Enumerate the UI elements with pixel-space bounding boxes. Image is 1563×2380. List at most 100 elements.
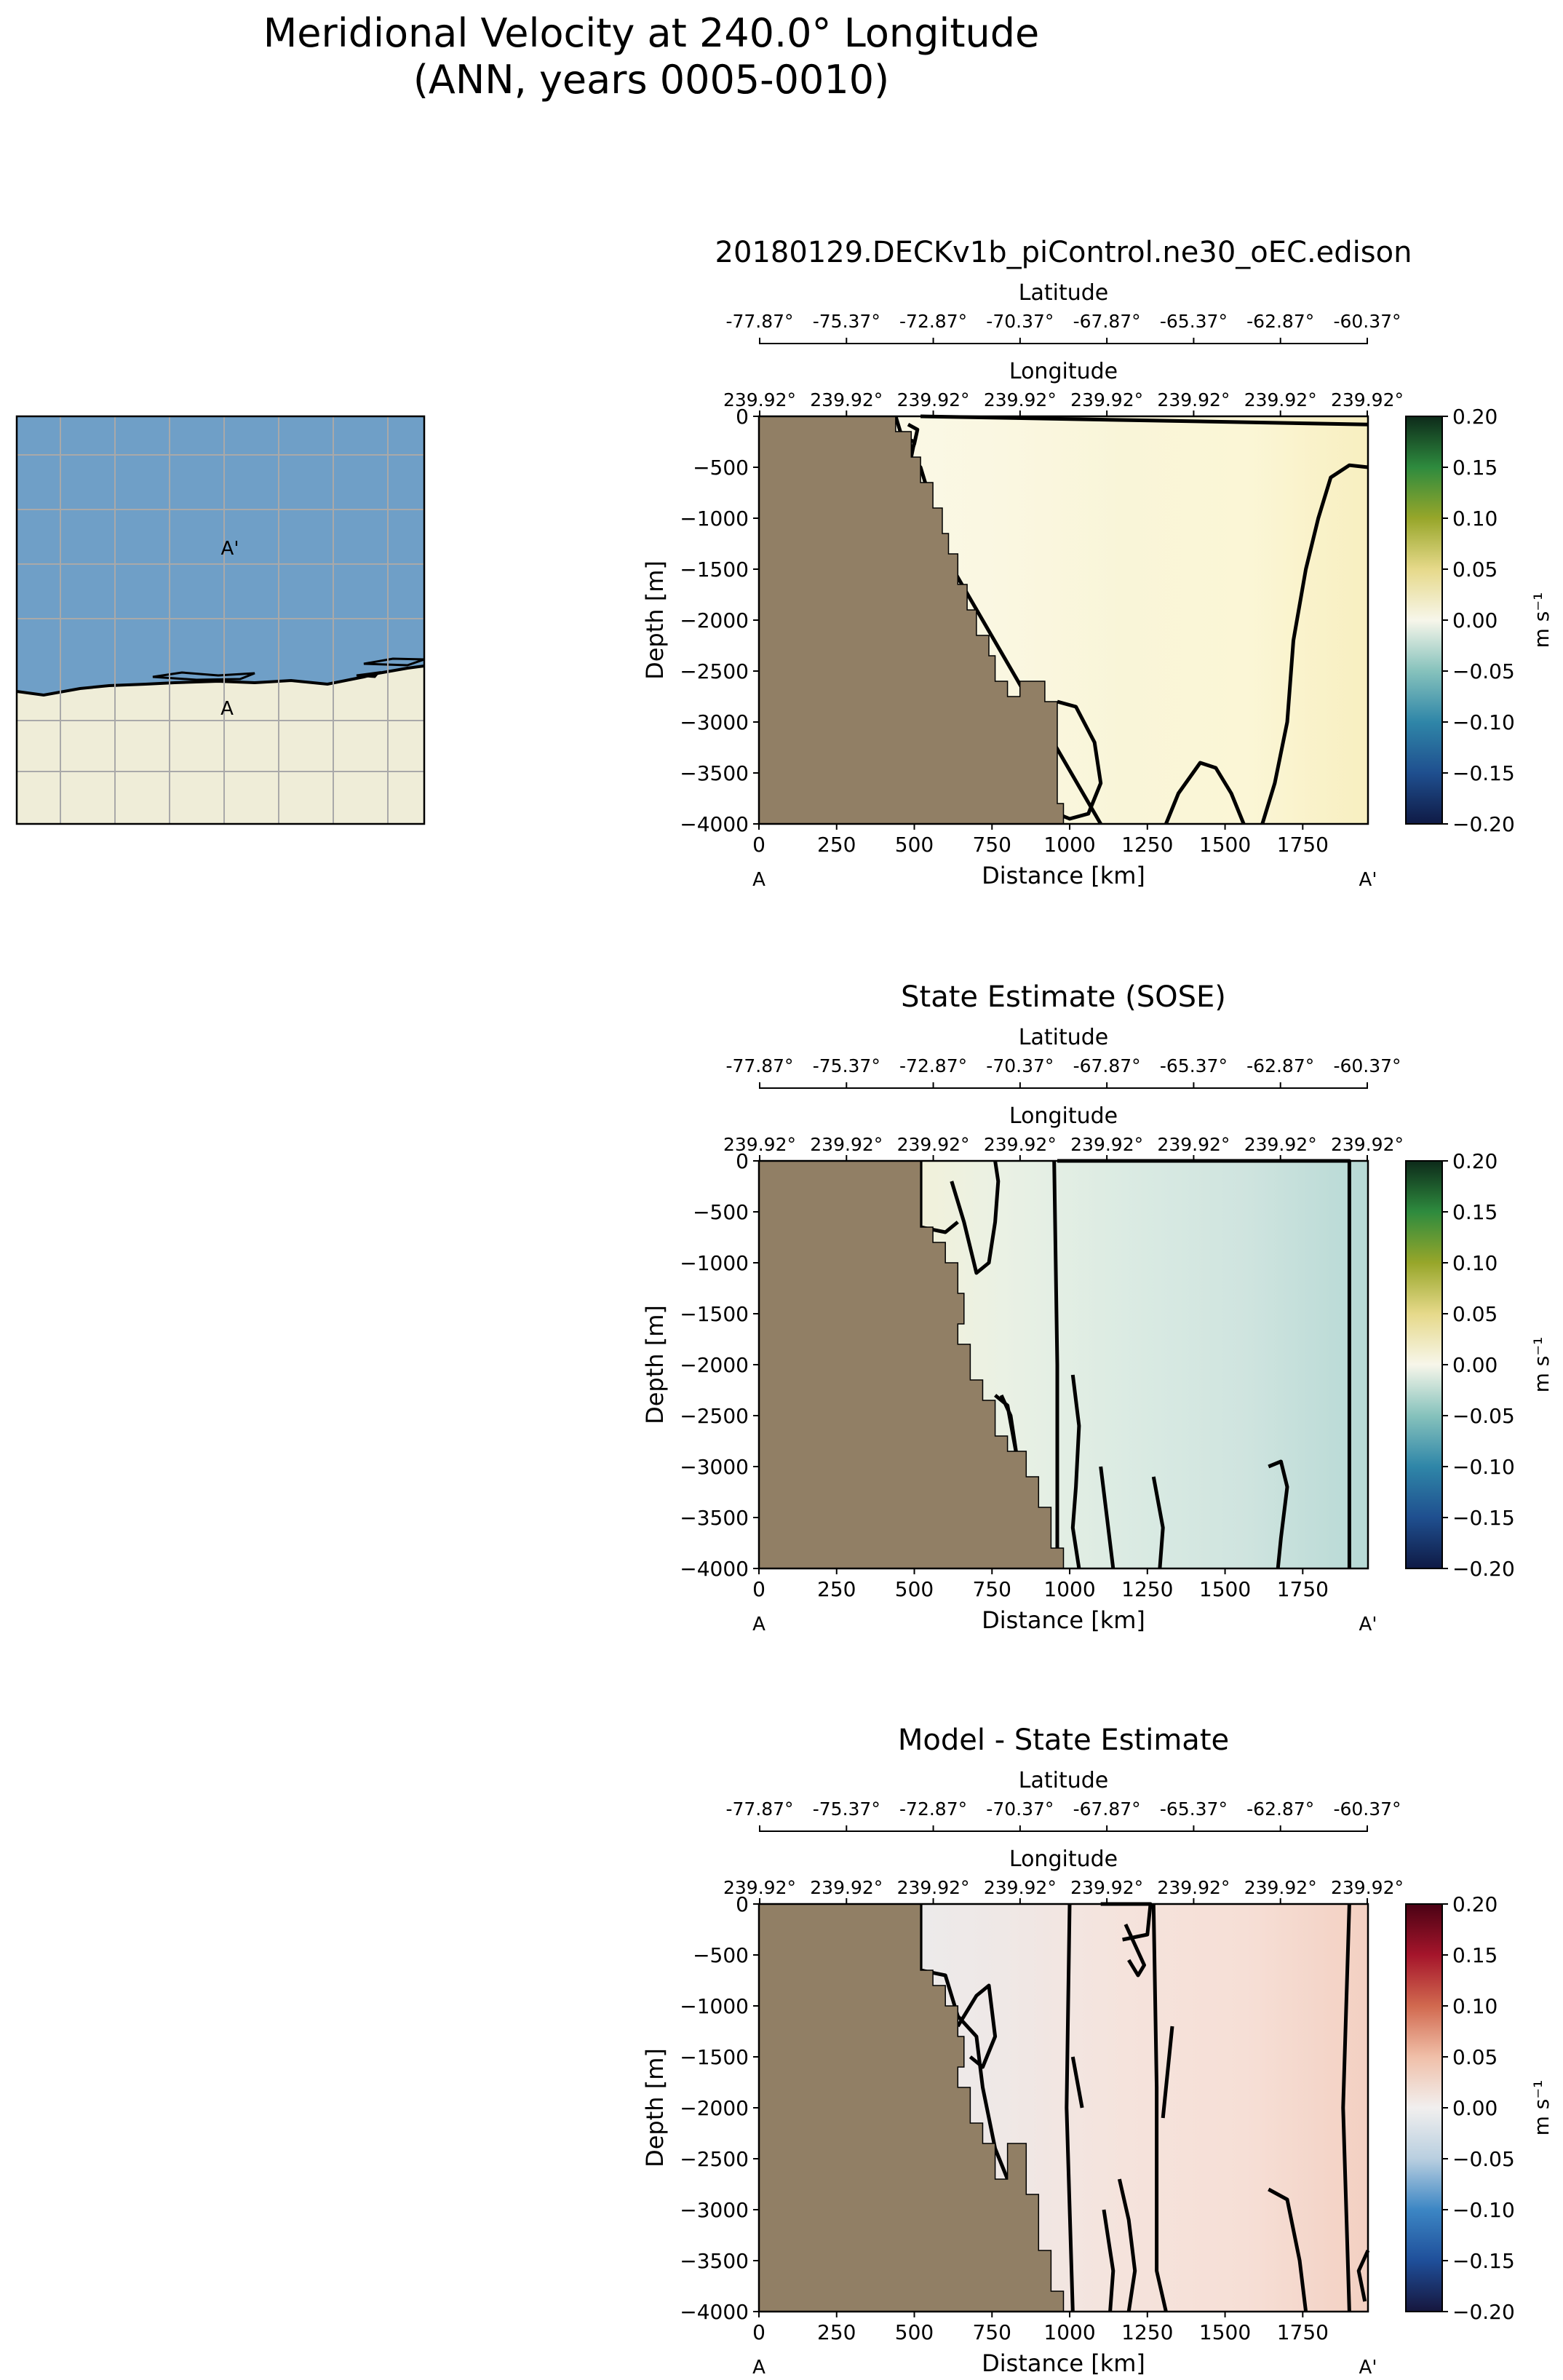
colorbar-tick-label: 0.15 <box>1452 1943 1498 1967</box>
longitude-tick-label: 239.92° <box>1157 389 1230 410</box>
longitude-tick-label: 239.92° <box>984 1134 1057 1155</box>
colorbar-tick-label: 0.20 <box>1452 405 1498 429</box>
colorbar-tick-label: 0.05 <box>1452 1302 1498 1326</box>
latitude-tick-label: -62.87° <box>1246 311 1314 332</box>
longitude-tick-label: 239.92° <box>810 389 883 410</box>
longitude-tick-label: 239.92° <box>1244 1877 1317 1898</box>
y-tick-label: −3500 <box>680 1506 749 1530</box>
y-tick-label: −3500 <box>680 2249 749 2273</box>
latitude-tick-label: -62.87° <box>1246 1055 1314 1076</box>
panel-3: Model - State Estimate Latitude -77.87° -75… <box>641 1723 1554 2379</box>
longitude-axis-label: Longitude <box>1009 359 1118 384</box>
x-tick-label: 1250 <box>1121 833 1173 857</box>
y-tick-label: 0 <box>736 1149 749 1173</box>
colorbar-tick-label: 0.10 <box>1452 1251 1498 1275</box>
latitude-tick-label: -72.87° <box>899 1798 967 1820</box>
y-tick-label: −1500 <box>680 1302 749 1326</box>
y-tick-label: −2000 <box>680 2096 749 2120</box>
x-tick-label: 1500 <box>1199 2320 1251 2344</box>
latitude-tick-label: -65.37° <box>1160 1798 1228 1820</box>
x-axis-label: Distance [km] <box>982 1606 1145 1634</box>
colorbar-tick-label: −0.20 <box>1452 1557 1515 1581</box>
latitude-tick-label: -75.37° <box>813 1798 880 1820</box>
endpoint-label-a-prime: A' <box>1359 869 1377 891</box>
latitude-tick-label: -60.37° <box>1333 1798 1401 1820</box>
y-tick-label: −3000 <box>680 710 749 734</box>
colorbar-tick-label: 0.05 <box>1452 558 1498 582</box>
colorbar <box>1405 1160 1443 1569</box>
longitude-tick-label: 239.92° <box>897 1134 970 1155</box>
colorbar-label: m s⁻¹ <box>1530 1337 1554 1393</box>
latitude-tick-label: -70.37° <box>986 311 1054 332</box>
longitude-tick-label: 239.92° <box>810 1134 883 1155</box>
zero-contour-line <box>956 1983 998 2069</box>
endpoint-label-a: A <box>752 2357 765 2379</box>
y-axis-label: Depth [m] <box>641 1305 669 1424</box>
x-tick-label: 500 <box>895 833 934 857</box>
x-tick-label: 1250 <box>1121 1577 1173 1601</box>
latitude-tick-label: -70.37° <box>986 1055 1054 1076</box>
y-tick-label: 0 <box>736 405 749 429</box>
y-tick-label: −2500 <box>680 2147 749 2171</box>
endpoint-label-a: A <box>752 869 765 891</box>
longitude-tick-label: 239.92° <box>984 1877 1057 1898</box>
x-tick-label: 500 <box>895 2320 934 2344</box>
y-tick-label: −3500 <box>680 761 749 785</box>
y-tick-label: −3000 <box>680 2198 749 2222</box>
y-tick-label: −2500 <box>680 1404 749 1428</box>
zero-contour-line <box>1164 761 1246 825</box>
colorbar-tick-label: 0.10 <box>1452 1994 1498 2018</box>
x-tick-label: 0 <box>752 833 765 857</box>
latitude-tick-label: -77.87° <box>725 311 793 332</box>
colorbar-tick-label: −0.10 <box>1452 710 1515 734</box>
panel-title: State Estimate (SOSE) <box>901 980 1226 1014</box>
colorbar-tick-label: 0.20 <box>1452 1892 1498 1916</box>
colorbar-tick-label: −0.05 <box>1452 659 1515 683</box>
colorbar-tick-label: −0.05 <box>1452 2147 1515 2171</box>
longitude-tick-label: 239.92° <box>723 389 796 410</box>
y-tick-label: −4000 <box>680 2300 749 2324</box>
longitude-tick-label: 239.92° <box>1070 1877 1143 1898</box>
x-tick-label: 1500 <box>1199 833 1251 857</box>
y-tick-label: −1000 <box>680 1994 749 2018</box>
latitude-axis-label: Latitude <box>1019 1768 1108 1793</box>
y-tick-label: −1000 <box>680 507 749 531</box>
colorbar-label: m s⁻¹ <box>1530 2080 1554 2136</box>
zero-contour-line <box>1151 1903 1168 2312</box>
x-axis-label: Distance [km] <box>982 862 1145 889</box>
zero-contour-line <box>1102 2209 1115 2312</box>
longitude-tick-label: 239.92° <box>723 1877 796 1898</box>
colorbar-tick-label: −0.15 <box>1452 1506 1515 1530</box>
y-tick-label: −2000 <box>680 608 749 632</box>
longitude-tick-label: 239.92° <box>1157 1877 1230 1898</box>
y-axis-label: Depth [m] <box>641 2048 669 2167</box>
y-tick-label: −2000 <box>680 1353 749 1377</box>
longitude-tick-label: 239.92° <box>1070 389 1143 410</box>
longitude-tick-label: 239.92° <box>810 1877 883 1898</box>
latitude-tick-label: -75.37° <box>813 1055 880 1076</box>
longitude-tick-label: 239.92° <box>1244 1134 1317 1155</box>
x-tick-label: 0 <box>752 1577 765 1601</box>
colorbar-tick-label: 0.15 <box>1452 456 1498 480</box>
y-tick-label: −1500 <box>680 2045 749 2069</box>
longitude-tick-label: 239.92° <box>723 1134 796 1155</box>
y-tick-label: −1500 <box>680 558 749 582</box>
longitude-tick-label: 239.92° <box>1331 1134 1404 1155</box>
latitude-axis-label: Latitude <box>1019 280 1108 306</box>
latitude-tick-label: -72.87° <box>899 1055 967 1076</box>
latitude-tick-label: -65.37° <box>1160 311 1228 332</box>
zero-contour-line <box>1151 1476 1165 1569</box>
zero-contour-line <box>1117 2178 1137 2312</box>
latitude-tick-label: -75.37° <box>813 311 880 332</box>
colorbar-tick-label: 0.15 <box>1452 1200 1498 1224</box>
longitude-axis-label: Longitude <box>1009 1103 1118 1129</box>
colorbar-tick-label: 0.00 <box>1452 2096 1498 2120</box>
colorbar-tick-label: −0.20 <box>1452 812 1515 836</box>
panel-title: 20180129.DECKv1b_piControl.ne30_oEC.edis… <box>715 236 1412 269</box>
longitude-tick-label: 239.92° <box>1070 1134 1143 1155</box>
figure-title-line1: Meridional Velocity at 240.0° Longitude <box>263 10 1040 56</box>
figure-title: Meridional Velocity at 240.0° Longitude … <box>0 10 1302 103</box>
x-tick-label: 1500 <box>1199 1577 1251 1601</box>
y-tick-label: 0 <box>736 1892 749 1916</box>
